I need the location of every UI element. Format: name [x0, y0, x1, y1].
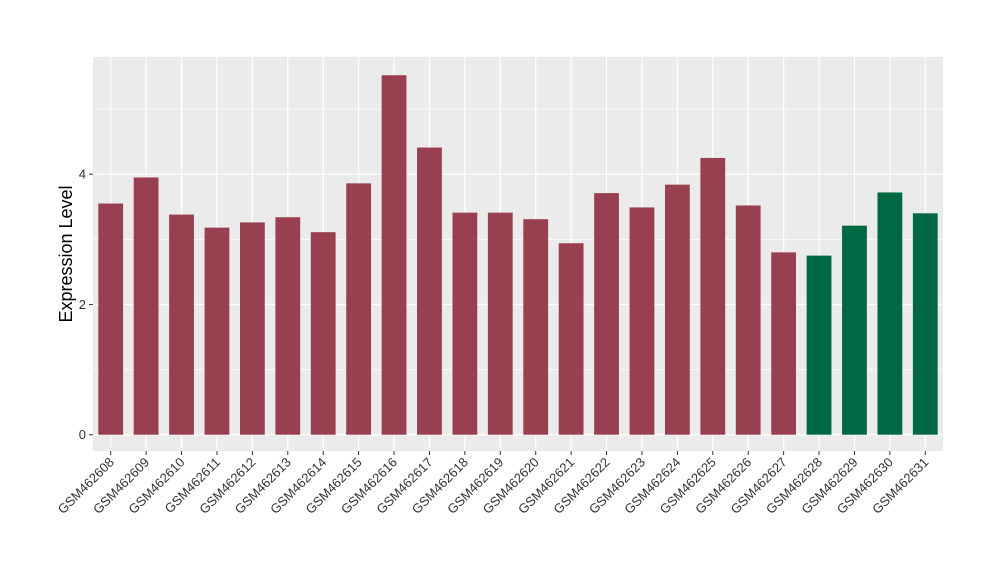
bar-GSM462628 — [806, 255, 832, 435]
bar-GSM462611 — [204, 227, 230, 435]
bar-GSM462618 — [452, 212, 478, 435]
minor-gridlines — [93, 108, 943, 370]
bar-GSM462623 — [629, 207, 655, 435]
bar-GSM462625 — [700, 157, 726, 435]
y-axis-title: Expression Level — [56, 185, 76, 322]
bar-GSM462630 — [877, 192, 903, 435]
bar-GSM462614 — [310, 232, 336, 435]
bar-GSM462610 — [169, 214, 194, 435]
bar-GSM462613 — [275, 217, 301, 435]
bar-GSM462621 — [558, 243, 584, 435]
plot-panel — [93, 57, 943, 451]
bar-GSM462615 — [346, 183, 372, 435]
bar-GSM462619 — [487, 212, 513, 435]
bar-GSM462608 — [98, 203, 124, 435]
bar-GSM462609 — [133, 177, 159, 435]
bars — [98, 75, 938, 435]
bar-GSM462612 — [239, 222, 265, 435]
bar-GSM462616 — [381, 75, 407, 435]
y-tick-label: 0 — [79, 427, 86, 442]
y-tick-label: 4 — [79, 167, 86, 182]
bar-GSM462626 — [735, 205, 761, 435]
y-axis: 0 2 4 — [79, 167, 93, 442]
bar-GSM462617 — [417, 147, 442, 435]
y-tick-label: 2 — [79, 297, 86, 312]
bar-GSM462620 — [523, 219, 549, 435]
bar-GSM462622 — [594, 193, 619, 435]
bar-GSM462629 — [842, 225, 867, 435]
bar-GSM462624 — [664, 184, 690, 435]
x-axis: GSM462608GSM462609GSM462610GSM462611GSM4… — [55, 451, 931, 517]
bar-GSM462631 — [912, 213, 938, 435]
bar-GSM462627 — [771, 252, 797, 435]
